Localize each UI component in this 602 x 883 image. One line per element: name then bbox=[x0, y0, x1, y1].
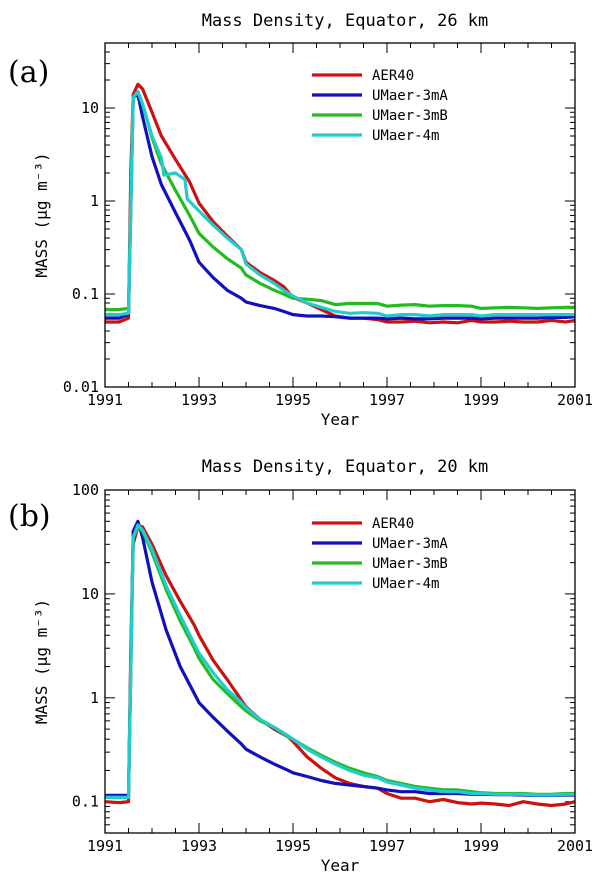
series-group bbox=[105, 82, 575, 325]
y-tick-label: 10 bbox=[81, 99, 99, 117]
x-tick-label: 1993 bbox=[181, 391, 217, 409]
legend-label: UMaer-3mB bbox=[372, 556, 448, 572]
series-line-umaer-4m bbox=[105, 90, 575, 318]
x-tick-label: 1997 bbox=[369, 391, 405, 409]
x-tick-label: 1993 bbox=[181, 837, 217, 855]
y-tick-label: 1 bbox=[90, 192, 99, 210]
series-group bbox=[105, 519, 575, 808]
x-tick-label: 1995 bbox=[275, 837, 311, 855]
legend-label: UMaer-4m bbox=[372, 128, 439, 144]
panel-label: (b) bbox=[8, 499, 51, 534]
y-tick-label: 0.01 bbox=[63, 378, 99, 396]
x-tick-label: 1997 bbox=[369, 837, 405, 855]
chart-panel-a: Mass Density, Equator, 26 km (a) 0.01 0.1 1 1… bbox=[8, 11, 593, 429]
chart-title: Mass Density, Equator, 20 km bbox=[202, 457, 489, 477]
series-line-umaer-4m bbox=[105, 523, 575, 799]
x-tick-label: 1999 bbox=[463, 391, 499, 409]
legend: AER40 UMaer-3mA UMaer-3mB UMaer-4m bbox=[312, 68, 448, 144]
series-line-aer40 bbox=[105, 82, 575, 325]
x-tick-label: 1999 bbox=[463, 837, 499, 855]
series-line-umaer-3ma bbox=[105, 92, 575, 321]
plot-frame bbox=[104, 489, 576, 834]
plot-frame bbox=[104, 42, 576, 388]
y-tick-label: 100 bbox=[72, 481, 99, 499]
series-line-umaer-3mb bbox=[105, 90, 575, 312]
legend: AER40 UMaer-3mA UMaer-3mB UMaer-4m bbox=[312, 516, 448, 592]
legend-label: UMaer-3mB bbox=[372, 108, 448, 124]
legend-label: UMaer-4m bbox=[372, 576, 439, 592]
x-axis-label: Year bbox=[321, 410, 360, 429]
y-axis-label: MASS (μg m⁻³) bbox=[32, 152, 51, 277]
x-tick-label: 1991 bbox=[87, 837, 123, 855]
legend-label: AER40 bbox=[372, 516, 414, 532]
x-tick-label: 1995 bbox=[275, 391, 311, 409]
x-tick-label: 1991 bbox=[87, 391, 123, 409]
x-tick-label: 2001 bbox=[557, 391, 593, 409]
series-line-umaer-3mb bbox=[105, 524, 575, 799]
chart-panel-b: Mass Density, Equator, 20 km (b) 0.1 1 10 100… bbox=[8, 457, 593, 875]
y-tick-label: 1 bbox=[90, 689, 99, 707]
legend-label: UMaer-3mA bbox=[372, 536, 448, 552]
chart-title: Mass Density, Equator, 26 km bbox=[202, 11, 489, 31]
y-axis-label: MASS (μg m⁻³) bbox=[32, 599, 51, 724]
x-axis-label: Year bbox=[321, 856, 360, 875]
legend-label: AER40 bbox=[372, 68, 414, 84]
panel-label: (a) bbox=[8, 55, 49, 90]
y-tick-label: 10 bbox=[81, 585, 99, 603]
x-tick-label: 2001 bbox=[557, 837, 593, 855]
y-tick-label: 0.1 bbox=[72, 793, 99, 811]
y-tick-label: 0.1 bbox=[72, 285, 99, 303]
legend-label: UMaer-3mA bbox=[372, 88, 448, 104]
series-line-aer40 bbox=[105, 524, 575, 808]
